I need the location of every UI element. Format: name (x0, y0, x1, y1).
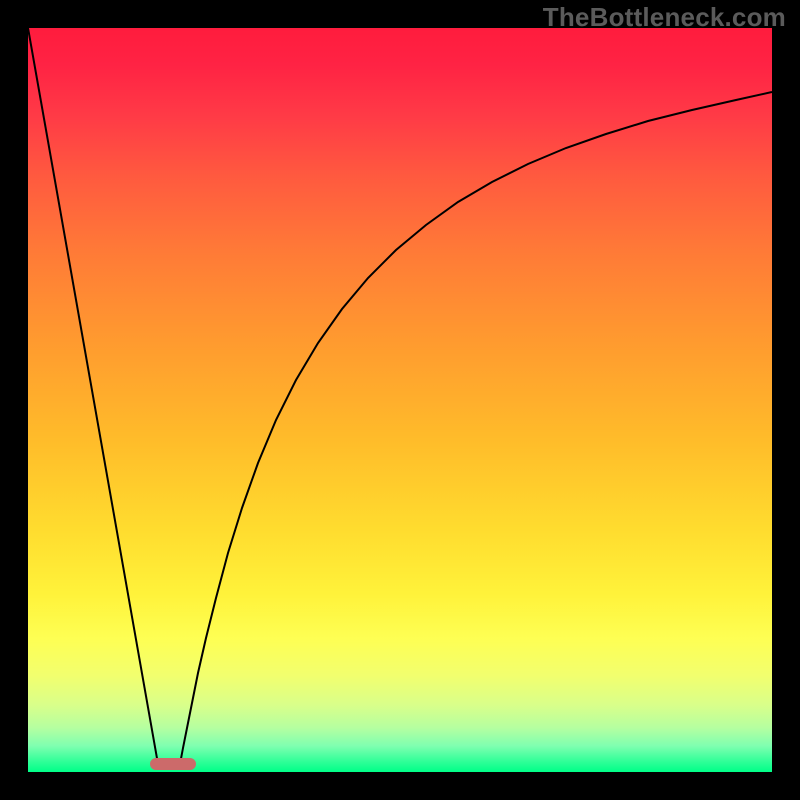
plot-area (28, 28, 772, 772)
chart-container: { "canvas": { "width": 800, "height": 80… (0, 0, 800, 800)
right-curve (180, 92, 772, 764)
watermark-text: TheBottleneck.com (543, 2, 786, 33)
bottleneck-curve (28, 28, 772, 772)
optimal-zone-marker (150, 758, 196, 770)
left-line (28, 28, 158, 764)
